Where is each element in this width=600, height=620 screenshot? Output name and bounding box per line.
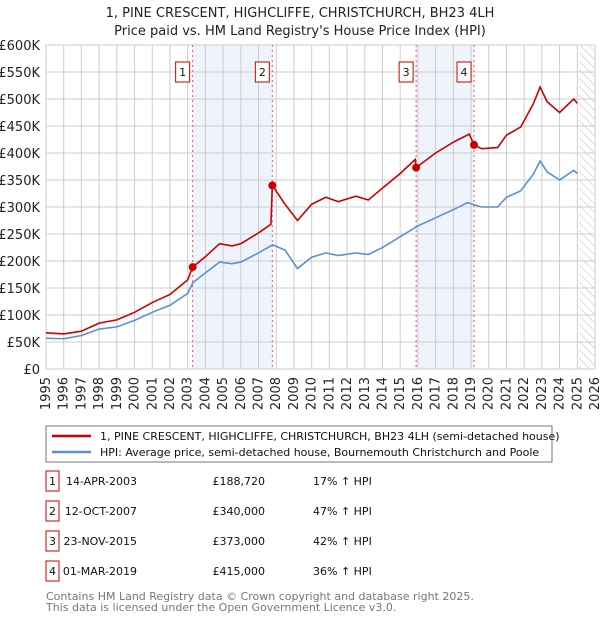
x-tick-label: 2000 [128, 377, 143, 410]
x-tick-label: 2013 [358, 377, 373, 410]
sale-date: 01-MAR-2019 [63, 565, 137, 578]
sale-marker-box [254, 61, 270, 83]
sale-row: 4 01-MAR-2019 £415,000 36% ↑ HPI [45, 560, 372, 582]
chart-title: 1, PINE CRESCENT, HIGHCLIFFE, CHRISTCHUR… [106, 6, 495, 21]
y-tick-label: £150K [0, 282, 40, 297]
x-tick-label: 2026 [588, 377, 600, 410]
sale-marker-label: 1 [179, 66, 186, 79]
x-tick-label: 2011 [322, 377, 337, 410]
sale-number: 1 [49, 475, 56, 488]
x-tick-label: 2006 [234, 377, 249, 410]
x-tick-label: 2014 [375, 377, 390, 410]
sale-number-box [45, 560, 60, 582]
sale-point [470, 140, 479, 149]
property-price-line [45, 85, 578, 335]
sale-marker-box [456, 61, 472, 83]
sale-hpi-change: 36% ↑ HPI [313, 565, 372, 578]
sale-hpi-change: 42% ↑ HPI [313, 535, 372, 548]
x-tick-label: 2018 [446, 377, 461, 410]
legend-label-property: 1, PINE CRESCENT, HIGHCLIFFE, CHRISTCHUR… [100, 430, 560, 443]
sale-marker-box [175, 61, 191, 83]
sale-marker-label: 2 [259, 66, 266, 79]
sale-date: 12-OCT-2007 [65, 505, 137, 518]
x-tick-label: 2001 [145, 377, 160, 410]
y-tick-label: £50K [7, 336, 41, 351]
sale-number-box [45, 470, 60, 492]
x-tick-label: 1999 [110, 377, 125, 410]
legend-label-hpi: HPI: Average price, semi-detached house,… [100, 446, 539, 459]
sale-date: 23-NOV-2015 [63, 535, 137, 548]
x-tick-label: 2022 [517, 377, 532, 410]
sale-hpi-change: 47% ↑ HPI [313, 505, 372, 518]
sale-point [188, 263, 197, 272]
y-tick-label: £500K [0, 93, 40, 108]
y-tick-label: £400K [0, 147, 40, 162]
x-tick-label: 2012 [340, 377, 355, 410]
sale-number: 4 [49, 565, 56, 578]
x-tick-label: 2023 [535, 377, 550, 410]
x-tick-label: 2024 [553, 377, 568, 410]
x-tick-label: 1997 [74, 377, 89, 410]
x-tick-label: 2020 [482, 377, 497, 410]
chart-subtitle: Price paid vs. HM Land Registry's House … [114, 24, 486, 39]
sale-price: £188,720 [213, 475, 266, 488]
sale-point [268, 181, 277, 190]
x-tick-label: 2019 [464, 377, 479, 410]
sale-row: 1 14-APR-2003 £188,720 17% ↑ HPI [45, 470, 372, 492]
sale-marker-label: 3 [403, 66, 410, 79]
sale-marker-box [398, 61, 414, 83]
x-tick-label: 1996 [57, 377, 72, 410]
x-tick-label: 2007 [252, 377, 267, 410]
sale-price: £415,000 [213, 565, 266, 578]
y-tick-label: £350K [0, 174, 40, 189]
sale-row: 2 12-OCT-2007 £340,000 47% ↑ HPI [45, 500, 372, 522]
sale-point [412, 163, 421, 172]
sales-table: 1 14-APR-2003 £188,720 17% ↑ HPI 2 12-OCT-200… [45, 470, 372, 582]
x-tick-label: 2025 [570, 377, 585, 410]
footer-line-1: Contains HM Land Registry data © Crown c… [46, 590, 474, 603]
x-tick-label: 2017 [429, 377, 444, 410]
y-tick-label: £550K [0, 66, 40, 81]
y-tick-label: £100K [0, 309, 40, 324]
y-tick-label: £300K [0, 201, 40, 216]
sale-hpi-change: 17% ↑ HPI [313, 475, 372, 488]
x-tick-label: 1998 [92, 377, 107, 410]
sale-date: 14-APR-2003 [66, 475, 137, 488]
hpi-line [45, 159, 578, 340]
y-tick-label: £250K [0, 228, 40, 243]
sale-number: 2 [49, 505, 56, 518]
x-tick-label: 2009 [287, 377, 302, 410]
sale-number-box [45, 500, 60, 522]
sale-row: 3 23-NOV-2015 £373,000 42% ↑ HPI [45, 530, 372, 552]
sale-marker-label: 4 [461, 66, 468, 79]
x-tick-label: 2005 [216, 377, 231, 410]
y-tick-label: £200K [0, 255, 40, 270]
legend: 1, PINE CRESCENT, HIGHCLIFFE, CHRISTCHUR… [45, 425, 560, 463]
x-tick-label: 2015 [393, 377, 408, 410]
y-tick-label: £600K [0, 39, 40, 54]
sale-number: 3 [49, 535, 56, 548]
x-tick-label: 2002 [163, 377, 178, 410]
sale-price: £340,000 [213, 505, 266, 518]
x-tick-label: 2004 [198, 377, 213, 410]
footer-line-2: This data is licensed under the Open Gov… [45, 601, 396, 614]
y-tick-label: £0 [23, 363, 40, 378]
x-tick-label: 1995 [39, 377, 54, 410]
x-tick-label: 2010 [305, 377, 320, 410]
x-tick-label: 2016 [411, 377, 426, 410]
x-tick-label: 2008 [269, 377, 284, 410]
x-tick-label: 2003 [181, 377, 196, 410]
y-tick-label: £450K [0, 120, 40, 135]
sale-number-box [45, 530, 60, 552]
sale-price: £373,000 [213, 535, 266, 548]
x-tick-label: 2021 [499, 377, 514, 410]
